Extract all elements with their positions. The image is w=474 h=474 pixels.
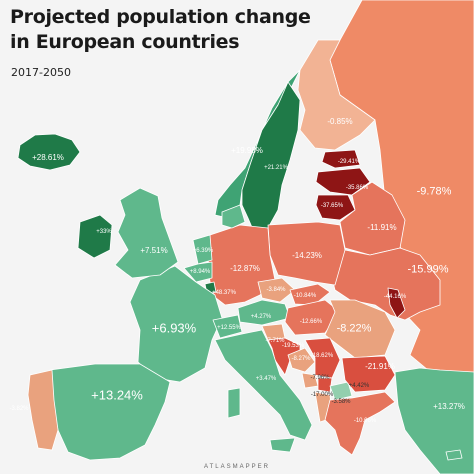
region-belgium — [183, 261, 213, 283]
region-turkey — [394, 367, 474, 474]
label-montenegro: -7.96% — [310, 375, 330, 381]
label-france: +6.93% — [151, 320, 197, 336]
region-estonia — [321, 149, 361, 169]
label-turkey: +13.27% — [433, 402, 465, 411]
label-kosovo: -17.00% — [310, 392, 334, 398]
label-lithuania: -37.65% — [320, 203, 344, 209]
label-switzerland: +12.55% — [217, 325, 241, 331]
chart-title-line-1: Projected population change — [10, 6, 311, 28]
label-germany: -12.87% — [230, 264, 260, 273]
label-belgium: +8.94% — [189, 269, 211, 275]
label-spain: +13.24% — [91, 387, 143, 403]
label-netherlands: +6.39% — [192, 248, 214, 254]
region-slovakia — [289, 283, 331, 306]
region-north-macedonia — [329, 381, 353, 401]
region-bulgaria — [341, 355, 396, 393]
label-slovenia: -7.71% — [265, 338, 285, 344]
region-czechia — [257, 277, 296, 303]
region-bosnia — [287, 347, 316, 373]
label-bosnia: -8.27% — [291, 356, 311, 362]
label-norway: +19.98% — [231, 146, 263, 155]
atlasmapper-credit: ATLASMAPPER — [204, 464, 270, 470]
region-ireland — [77, 214, 113, 259]
region-ukraine — [329, 247, 441, 321]
label-serbia: -18.62% — [310, 353, 334, 359]
region-italy — [214, 329, 313, 441]
label-albania: -3.58% — [331, 399, 351, 405]
label-belarus: -11.91% — [367, 223, 397, 232]
region-sardinia — [227, 387, 241, 419]
region-hungary — [284, 299, 341, 336]
label-hungary: -12.66% — [299, 319, 323, 325]
label-greece: -10.06% — [353, 418, 377, 424]
label-latvia: -35.86% — [345, 185, 369, 191]
label-uk: +7.51% — [140, 246, 168, 255]
label-czechia: -3.84% — [266, 287, 286, 293]
region-portugal — [27, 369, 59, 451]
region-lithuania — [315, 194, 356, 221]
region-uk — [114, 187, 179, 279]
label-slovakia: -10.84% — [293, 293, 317, 299]
region-austria — [237, 299, 291, 326]
region-spain — [49, 363, 171, 461]
region-kosovo — [317, 377, 333, 393]
region-finland — [297, 39, 376, 151]
label-italy: +3.47% — [255, 376, 277, 382]
label-iceland: +28.61% — [32, 153, 64, 162]
label-north-macedonia: +4.42% — [348, 383, 370, 389]
label-sweden: +21.21% — [264, 165, 288, 171]
chart-title-line-2: in European countries — [10, 31, 240, 53]
label-ukraine: -15.99% — [407, 263, 449, 276]
region-greece — [324, 391, 396, 456]
label-austria: +4.27% — [250, 314, 272, 320]
region-sicily — [269, 437, 296, 453]
label-ireland: +33% — [96, 229, 112, 235]
label-finland: -0.85% — [327, 117, 353, 126]
chart-subtitle: 2017-2050 — [11, 66, 71, 79]
label-romania: -8.22% — [336, 322, 372, 335]
label-poland: -14.23% — [292, 251, 322, 260]
region-poland — [267, 221, 346, 286]
region-iceland — [17, 133, 81, 171]
label-estonia: -29.41% — [337, 159, 361, 165]
region-denmark — [221, 204, 246, 229]
label-russia: -9.78% — [416, 185, 452, 198]
region-switzerland — [212, 314, 243, 339]
label-croatia: -19.53% — [281, 343, 305, 349]
label-moldova: -44.16% — [383, 294, 407, 300]
region-france — [129, 265, 223, 383]
label-bulgaria: -21.91% — [365, 362, 395, 371]
region-netherlands — [192, 234, 213, 265]
region-moldova — [387, 287, 406, 319]
region-cyprus — [445, 449, 463, 461]
label-portugal: -3.82% — [9, 406, 29, 412]
label-luxembourg: +48.37% — [212, 290, 236, 296]
